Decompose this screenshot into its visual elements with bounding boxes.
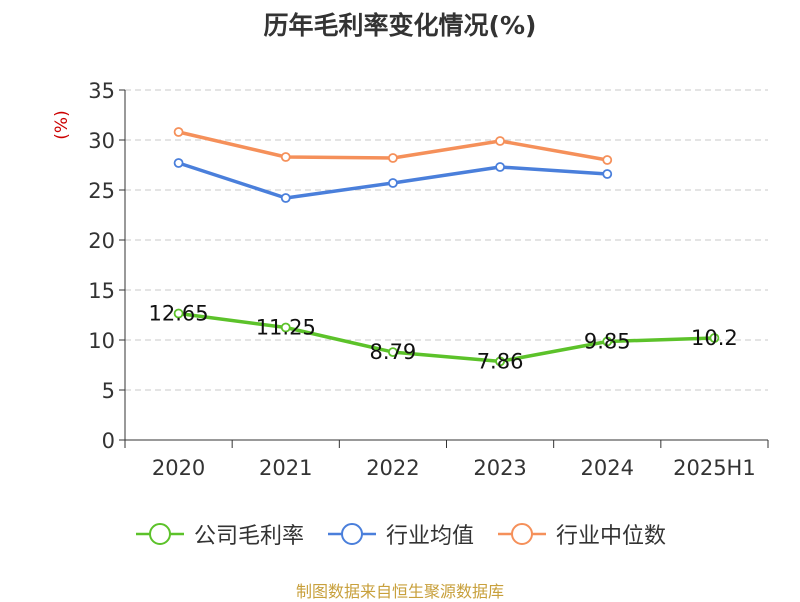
y-tick-label: 0: [102, 429, 115, 453]
legend-swatch: [327, 523, 376, 545]
data-point: [388, 178, 398, 188]
chart-title: 历年毛利率变化情况(%): [263, 11, 537, 40]
data-point: [280, 152, 291, 162]
legend-item[interactable]: 行业均值: [326, 518, 474, 550]
y-tick-label: 20: [88, 229, 115, 253]
y-tick-label: 10: [88, 329, 115, 353]
y-axis-label: (%): [52, 110, 72, 139]
legend-swatch-marker: [148, 523, 171, 545]
data-point: [388, 347, 398, 358]
data-label: 12.65: [149, 302, 209, 326]
data-point: [495, 136, 505, 146]
data-label: 9.85: [584, 330, 631, 354]
x-tick-label: 2023: [473, 456, 526, 480]
x-tick-label: 2020: [152, 456, 205, 480]
data-point: [280, 193, 291, 203]
data-label-layer: 12.65 11.25 8.79 7.86 9.85 10.2: [149, 302, 738, 374]
legend-item[interactable]: 行业中位数: [496, 518, 666, 550]
series-layer: [173, 127, 720, 367]
data-label: 8.79: [370, 340, 417, 364]
data-point: [173, 158, 184, 168]
x-tick-label: 2022: [366, 456, 419, 480]
legend-label: 行业中位数: [556, 524, 667, 549]
legend-swatch-marker: [511, 523, 533, 545]
data-point: [173, 308, 184, 319]
data-label: 7.86: [477, 349, 524, 373]
series-line: [178, 311, 715, 364]
legend-label: 行业均值: [385, 524, 474, 549]
legend-swatch: [135, 523, 184, 545]
data-point: [709, 333, 720, 343]
data-point: [173, 127, 184, 137]
data-point: [602, 169, 613, 179]
x-tick-label: 2025H1: [673, 456, 756, 480]
grid-layer: [125, 89, 768, 391]
y-tick-label: 30: [88, 129, 115, 153]
legend-label: 公司毛利率: [193, 524, 304, 549]
data-point: [388, 153, 398, 163]
data-point: [602, 336, 613, 347]
legend: 公司毛利率 行业均值 行业中位数: [0, 518, 800, 550]
data-point: [495, 162, 505, 172]
x-tick-label: 2024: [581, 456, 634, 480]
legend-item[interactable]: 公司毛利率: [134, 518, 304, 550]
legend-swatch-marker: [340, 523, 363, 545]
y-tick-label: 25: [88, 179, 115, 203]
data-label: 11.25: [256, 316, 316, 340]
data-point: [602, 155, 613, 165]
axis-layer: 0 5 10 15 20 25 30 35 (%) 2020 2021 2022 2023 2024 202…: [52, 79, 769, 480]
data-point: [280, 322, 291, 333]
legend-swatch: [498, 523, 546, 545]
source-note: 制图数据来自恒生聚源数据库: [295, 582, 504, 601]
y-tick-label: 15: [88, 279, 115, 303]
x-tick-label: 2021: [259, 456, 312, 480]
y-tick-label: 5: [102, 379, 115, 403]
data-point: [495, 356, 505, 367]
y-tick-label: 35: [88, 79, 115, 103]
data-label: 10.2: [691, 326, 738, 350]
